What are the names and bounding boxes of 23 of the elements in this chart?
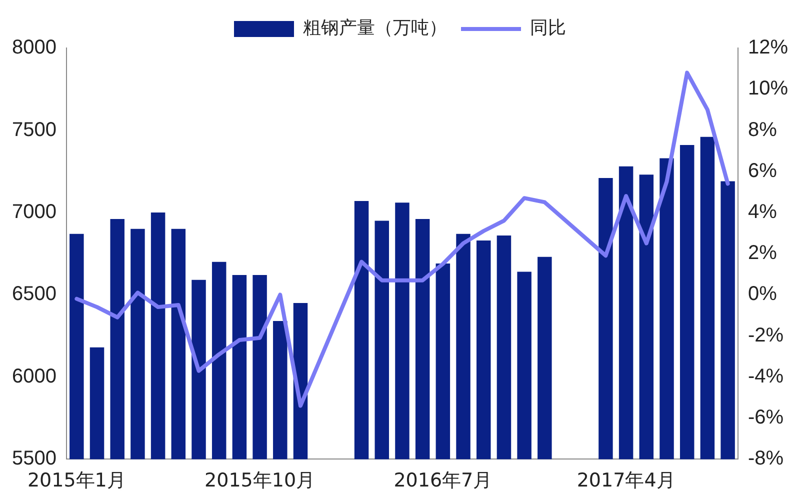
x-tick-label: 2015年10月 (204, 470, 316, 492)
y2-tick-label: 2% (748, 242, 778, 264)
y2-tick-label: -8% (748, 448, 784, 470)
y2-tick-label: -4% (748, 365, 784, 388)
x-tick-label: 2016年7月 (394, 470, 492, 492)
y2-tick-label: 0% (748, 283, 778, 306)
y2-tick-label: -2% (748, 324, 784, 346)
y2-tick-label: 8% (748, 118, 778, 141)
y2-tick-label: 12% (748, 36, 788, 59)
legend-label: 粗钢产量（万吨） (303, 18, 447, 39)
y2-tick-label: -6% (748, 406, 784, 429)
legend-label: 同比 (530, 18, 566, 39)
x-tick-label: 2015年1月 (27, 470, 126, 492)
y-tick-label: 6000 (12, 365, 56, 388)
x-tick-label: 2017年4月 (576, 470, 676, 492)
y-tick-label: 5500 (12, 448, 56, 470)
y-tick-label: 6500 (12, 283, 56, 306)
y-tick-label: 8000 (12, 36, 56, 59)
y2-tick-label: 4% (748, 200, 778, 223)
y2-tick-label: 6% (748, 160, 778, 182)
y-tick-label: 7500 (12, 118, 56, 141)
y-tick-label: 7000 (12, 200, 56, 223)
y2-tick-label: 10% (748, 78, 788, 100)
